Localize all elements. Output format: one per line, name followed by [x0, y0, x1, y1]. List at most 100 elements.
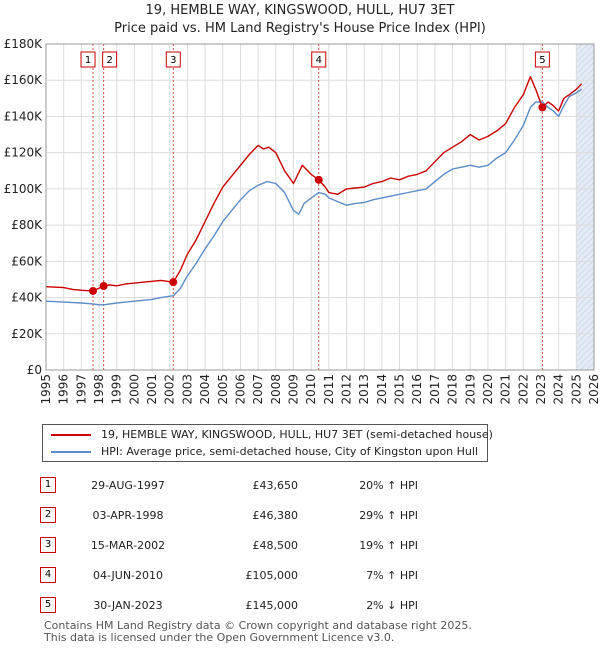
- future-hatch: [576, 104, 595, 123]
- transaction-label: 5: [539, 55, 545, 66]
- y-tick-label: £120K: [4, 146, 44, 160]
- future-hatch: [576, 236, 595, 255]
- future-hatch: [576, 43, 589, 57]
- footer-copyright: Contains HM Land Registry data © Crown c…: [44, 619, 472, 632]
- future-hatch: [576, 338, 595, 357]
- future-hatch: [576, 98, 595, 117]
- transaction-price: £145,000: [245, 598, 299, 612]
- transaction-number: 2: [40, 507, 56, 523]
- x-tick-label: 2015: [393, 374, 407, 405]
- future-hatch: [576, 56, 595, 75]
- x-tick-label: 2020: [481, 374, 495, 405]
- footer: Contains HM Land Registry data © Crown c…: [44, 620, 472, 644]
- future-hatch: [576, 182, 595, 201]
- future-hatch: [576, 314, 595, 333]
- x-tick-label: 2013: [357, 374, 371, 405]
- future-hatch: [576, 290, 595, 309]
- y-tick-label: £160K: [4, 73, 44, 87]
- plot-frame: [45, 43, 595, 371]
- future-hatch: [576, 164, 595, 183]
- future-hatch: [576, 326, 595, 345]
- transaction-date: 30-JAN-2023: [93, 598, 163, 612]
- transaction-hpi: 7% ↑ HPI: [366, 568, 418, 582]
- x-tick-label: 2005: [216, 374, 230, 405]
- y-tick-label: £80K: [11, 218, 43, 232]
- hpi-line: [45, 88, 582, 306]
- x-tick-label: 2024: [552, 374, 566, 405]
- future-hatch: [576, 80, 595, 99]
- y-tick-label: £60K: [11, 254, 43, 268]
- future-hatch: [586, 362, 595, 371]
- legend: 19, HEMBLE WAY, KINGSWOOD, HULL, HU7 3ET…: [42, 424, 493, 462]
- y-tick-label: £100K: [4, 182, 44, 196]
- future-hatch: [576, 332, 595, 351]
- future-hatch: [576, 110, 595, 129]
- transaction-label-box: [165, 51, 181, 68]
- y-tick-label: £0: [27, 363, 42, 377]
- future-shade: [576, 44, 594, 370]
- x-tick-label: 2010: [304, 374, 318, 405]
- future-hatch: [576, 62, 595, 81]
- transaction-hpi: 19% ↑ HPI: [359, 538, 418, 552]
- future-hatch: [576, 254, 595, 273]
- transaction-date: 15-MAR-2002: [90, 538, 166, 552]
- future-hatch: [576, 134, 595, 153]
- transaction-price: £46,380: [252, 508, 299, 522]
- future-hatch: [576, 260, 595, 279]
- legend-label-property: 19, HEMBLE WAY, KINGSWOOD, HULL, HU7 3ET…: [101, 428, 493, 441]
- transaction-price: £43,650: [252, 478, 299, 492]
- future-hatch: [576, 350, 595, 369]
- future-hatch: [576, 224, 595, 243]
- x-tick-label: 2022: [516, 374, 530, 405]
- transaction-label: 3: [170, 55, 176, 66]
- table-row: 4 04-JUN-2010 £105,000 7% ↑ HPI: [40, 560, 418, 590]
- x-tick-label: 2001: [145, 374, 159, 405]
- sale-point: [538, 103, 547, 112]
- future-hatch: [576, 128, 595, 147]
- future-hatch: [576, 122, 595, 141]
- y-tick-label: £20K: [11, 327, 43, 341]
- x-tick-label: 2019: [463, 374, 477, 405]
- future-hatch: [580, 356, 595, 371]
- transaction-label-box: [80, 51, 96, 68]
- x-tick-label: 2003: [180, 374, 194, 405]
- x-tick-label: 1999: [110, 374, 124, 405]
- table-row: 1 29-AUG-1997 £43,650 20% ↑ HPI: [40, 470, 418, 500]
- future-hatch: [576, 344, 595, 363]
- future-hatch: [576, 308, 595, 327]
- transaction-number: 5: [40, 597, 56, 613]
- sale-point: [314, 175, 323, 184]
- future-hatch: [576, 320, 595, 339]
- transaction-label: 1: [85, 55, 91, 66]
- future-hatch: [576, 242, 595, 261]
- future-hatch: [576, 278, 595, 297]
- transaction-date: 03-APR-1998: [92, 508, 164, 522]
- x-tick-label: 2012: [340, 374, 354, 405]
- transaction-number: 4: [40, 567, 56, 583]
- x-tick-label: 2016: [410, 374, 424, 405]
- x-tick-label: 2021: [499, 374, 513, 405]
- y-tick-label: £40K: [11, 291, 43, 305]
- future-hatch: [576, 248, 595, 267]
- future-hatch: [576, 212, 595, 231]
- future-hatch: [576, 146, 595, 165]
- future-hatch: [576, 272, 595, 291]
- x-tick-label: 2009: [286, 374, 300, 405]
- transaction-date: 04-JUN-2010: [92, 568, 164, 582]
- price-chart: £0 £20K £40K £60K £80K £100K £120K £140K £160K £1…: [4, 37, 600, 405]
- x-tick-label: 2002: [163, 374, 177, 405]
- transaction-price: £105,000: [245, 568, 299, 582]
- x-tick-label: 2025: [569, 374, 583, 405]
- future-hatch: [576, 50, 595, 69]
- table-row: 5 30-JAN-2023 £145,000 2% ↓ HPI: [40, 590, 418, 620]
- future-hatch: [576, 170, 595, 189]
- transaction-price: £48,500: [252, 538, 299, 552]
- x-tick-label: 2023: [534, 374, 548, 405]
- sale-point: [89, 286, 98, 295]
- x-tick-label: 2004: [198, 374, 212, 405]
- future-hatch: [576, 140, 595, 159]
- transaction-label: 2: [106, 55, 112, 66]
- x-tick-label: 2018: [446, 374, 460, 405]
- table-row: 3 15-MAR-2002 £48,500 19% ↑ HPI: [40, 530, 418, 560]
- future-hatch: [576, 266, 595, 285]
